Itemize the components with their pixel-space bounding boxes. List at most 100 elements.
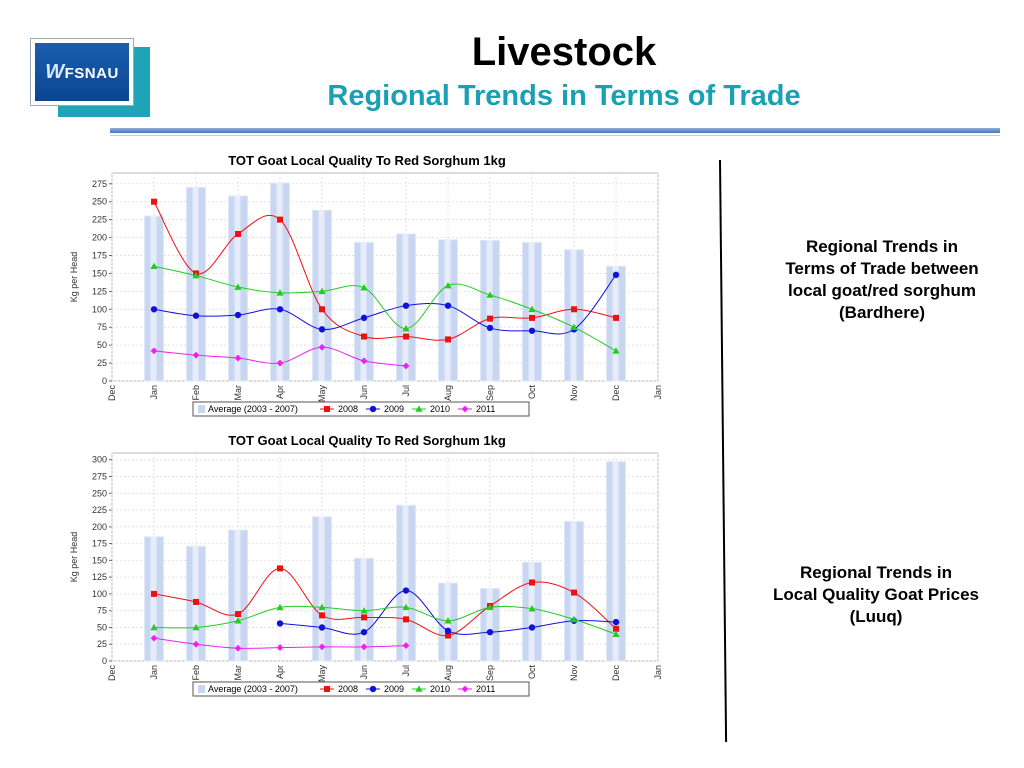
point-2010 [528,605,536,612]
point-2009 [528,327,536,334]
chart-luuq: TOT Goat Local Quality To Red Sorghum 1k… [64,428,670,700]
average-bar-highlight [486,588,493,661]
page-title: Livestock [471,30,657,74]
point-2011 [192,640,200,648]
point-2008 [151,198,157,205]
legend-box [192,681,530,697]
point-2009 [276,620,284,627]
header-rule [110,128,1000,133]
x-tick-label: Sep [485,665,495,681]
point-2009 [486,628,494,636]
x-tick-label: Jan [149,385,159,400]
caption-luuq: Regional Trends in Local Quality Goat Pr… [773,563,979,626]
x-tick-label: May [317,385,327,403]
y-tick-label: 300 [92,455,107,465]
x-tick-label: Mar [233,665,243,681]
y-axis-label: Kg per Head [69,532,79,583]
point-2009 [318,624,326,631]
x-tick-label: Oct [527,385,537,400]
legend-marker-2009 [369,685,377,693]
y-tick-label: 100 [92,589,107,599]
point-2010 [528,305,536,313]
x-tick-label: Aug [443,385,453,401]
legend-marker-2008 [324,406,330,412]
x-tick-label: Apr [275,665,285,679]
point-2008 [445,336,451,343]
point-2010 [486,603,494,611]
point-2010 [612,347,620,354]
y-tick-label: 225 [92,505,107,515]
point-2008 [235,230,241,237]
fsnau-logo: WFSNAU [30,38,134,106]
point-2010 [318,287,326,295]
point-2009 [402,587,410,594]
point-2008 [277,565,283,572]
average-bar-highlight [360,242,367,381]
point-2011 [192,351,200,359]
x-tick-label: Feb [191,385,201,401]
x-tick-label: Sep [485,385,495,401]
legend-label: 2010 [430,404,450,414]
point-2008 [487,315,493,322]
x-tick-label: Dec [107,385,117,402]
point-2011 [150,347,158,355]
point-2008 [151,590,157,597]
average-bar-highlight [276,183,283,381]
point-2009 [486,324,494,332]
point-2009 [360,314,368,322]
x-tick-label: Dec [107,665,117,682]
y-tick-label: 0 [102,376,107,386]
y-tick-label: 225 [92,215,107,225]
average-bar-highlight [192,187,199,381]
x-tick-label: Jan [653,385,663,400]
x-tick-label: Jul [401,385,411,397]
point-2009 [444,627,452,635]
average-bar-highlight [528,562,535,661]
point-2010 [150,623,158,631]
point-2011 [234,354,242,362]
legend-marker-2009 [369,405,377,413]
average-bar-highlight [234,530,241,661]
point-2010 [234,617,242,624]
point-2010 [150,262,158,270]
point-2008 [235,611,241,618]
legend-label: Average (2003 - 2007) [208,684,298,694]
x-tick-label: Nov [569,385,579,402]
x-tick-label: Nov [569,665,579,682]
point-2009 [612,618,620,626]
legend-marker-2011 [461,405,469,413]
x-tick-label: Jan [149,665,159,680]
x-tick-label: Feb [191,665,201,681]
point-2011 [276,644,284,651]
y-tick-label: 125 [92,286,107,296]
y-tick-label: 200 [92,233,107,243]
y-tick-label: 75 [97,322,107,332]
y-tick-label: 200 [92,522,107,532]
point-2008 [571,589,577,596]
point-2009 [612,271,620,279]
legend-box [192,401,530,417]
legend-swatch-average [198,405,205,413]
point-2010 [570,615,578,623]
x-tick-label: Mar [233,385,243,401]
average-bar-highlight [150,216,157,381]
y-tick-label: 275 [92,471,107,481]
y-tick-label: 50 [97,340,107,350]
point-2011 [318,343,326,351]
point-2011 [402,362,410,370]
point-2011 [318,643,326,651]
series-line-2010 [153,605,617,635]
average-bar-highlight [318,210,325,381]
point-2008 [403,333,409,340]
legend-label: 2009 [384,404,404,414]
y-tick-label: 250 [92,197,107,207]
point-2010 [234,283,242,290]
point-2008 [277,216,283,223]
average-bar-highlight [444,239,451,381]
point-2009 [528,624,536,631]
x-tick-label: Oct [527,665,537,680]
y-tick-label: 100 [92,304,107,314]
point-2008 [361,333,367,340]
legend-label: 2008 [338,684,358,694]
average-bar-highlight [318,516,325,661]
